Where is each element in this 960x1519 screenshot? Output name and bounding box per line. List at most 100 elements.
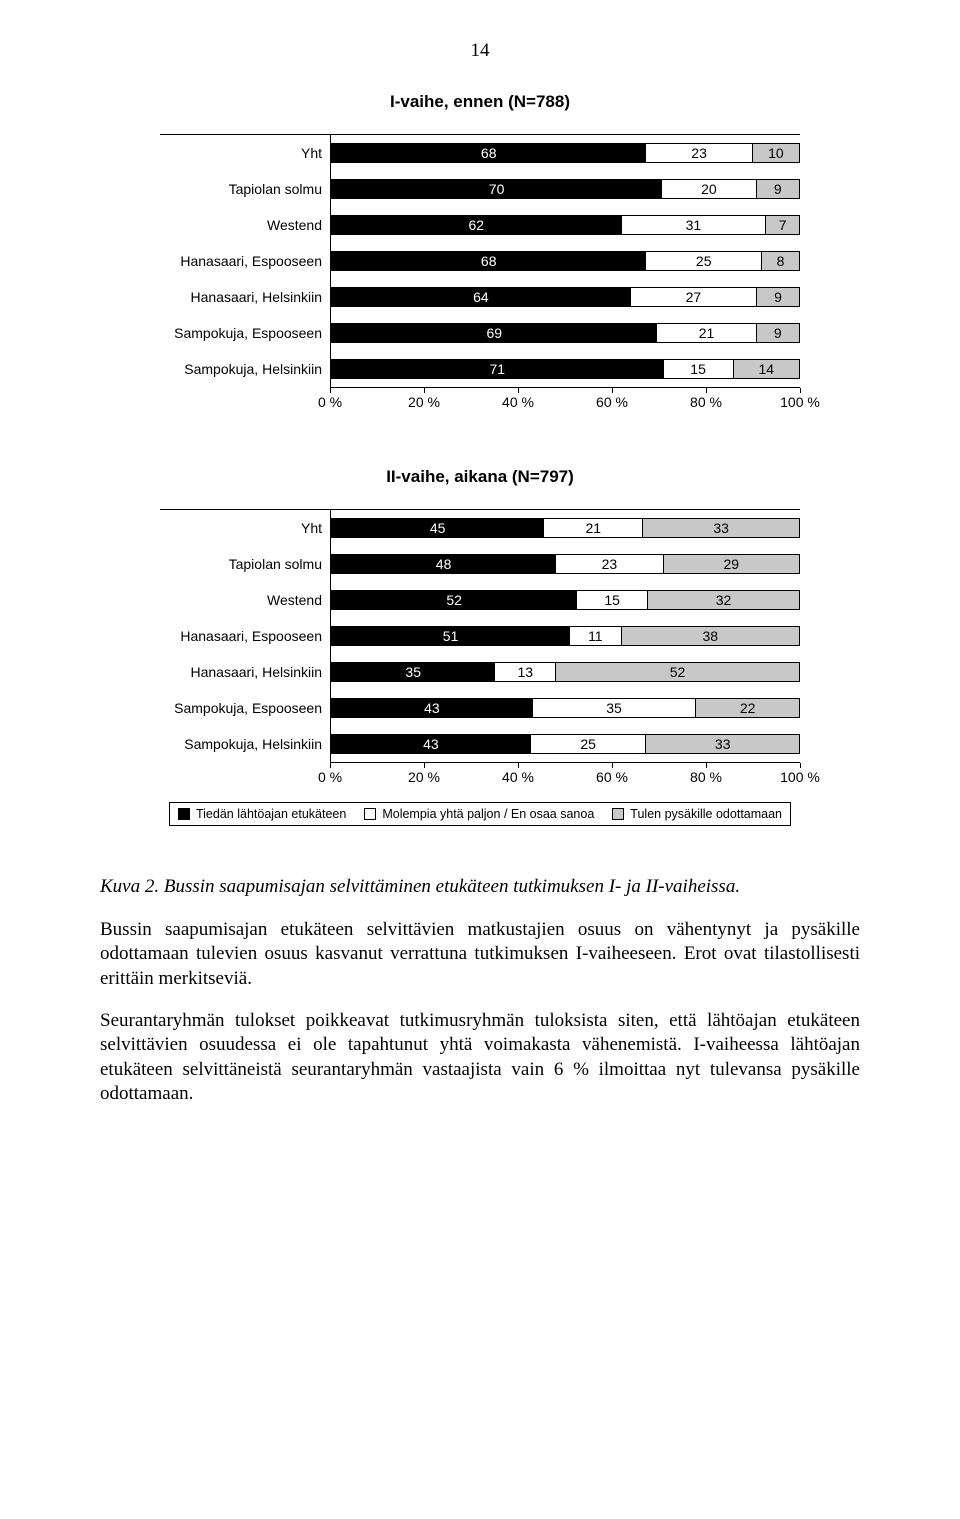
chart-row: Sampokuja, Espooseen69219 (160, 315, 800, 351)
row-label: Sampokuja, Espooseen (160, 325, 330, 341)
bar-track: 69219 (330, 315, 800, 351)
chart-title: I-vaihe, ennen (N=788) (160, 92, 800, 112)
bar-segment: 22 (696, 699, 799, 717)
figure-caption: Kuva 2. Bussin saapumisajan selvittämine… (100, 876, 860, 898)
axis-label: 60 % (596, 769, 628, 785)
bar-segments: 351352 (331, 662, 800, 682)
bar-segment: 10 (753, 144, 799, 162)
bar-segment: 38 (622, 627, 799, 645)
bar-segment: 15 (664, 360, 734, 378)
axis-tick (612, 388, 613, 393)
chart-rows: Yht452133Tapiolan solmu482329Westend5215… (160, 509, 800, 762)
bar-segment: 14 (734, 360, 799, 378)
chart-row: Hanasaari, Helsinkiin351352 (160, 654, 800, 690)
bar-segments: 711514 (331, 359, 800, 379)
axis-tick (612, 763, 613, 768)
axis-label: 20 % (408, 394, 440, 410)
bar-track: 70209 (330, 171, 800, 207)
legend-label: Molempia yhtä paljon / En osaa sanoa (382, 807, 594, 821)
axis-tick (518, 388, 519, 393)
bar-segment: 25 (531, 735, 647, 753)
bar-segments: 68258 (331, 251, 800, 271)
body-paragraph: Bussin saapumisajan etukäteen selvittävi… (100, 918, 860, 991)
axis-tick (424, 388, 425, 393)
chart-x-axis: 0 %20 %40 %60 %80 %100 % (160, 762, 800, 792)
chart-row: Hanasaari, Helsinkiin64279 (160, 279, 800, 315)
bar-segment: 70 (332, 180, 662, 198)
bar-segment: 9 (757, 288, 799, 306)
chart-row: Sampokuja, Helsinkiin711514 (160, 351, 800, 387)
chart-row: Sampokuja, Espooseen433522 (160, 690, 800, 726)
bar-segment: 29 (664, 555, 799, 573)
bar-segment: 45 (332, 519, 544, 537)
axis-tick (706, 388, 707, 393)
bar-segment: 8 (762, 252, 799, 270)
bar-segments: 432533 (331, 734, 800, 754)
row-label: Hanasaari, Espooseen (160, 628, 330, 644)
bar-segment: 11 (570, 627, 621, 645)
bar-segment: 35 (533, 699, 696, 717)
bar-segment: 32 (648, 591, 799, 609)
chart-phase-1: I-vaihe, ennen (N=788) Yht682310 Tapiolan… (160, 92, 800, 417)
axis-tick (800, 388, 801, 393)
bar-segment: 9 (757, 324, 799, 342)
row-label: Sampokuja, Espooseen (160, 700, 330, 716)
bar-track: 482329 (330, 546, 800, 582)
bar-segments: 64279 (331, 287, 800, 307)
axis-label: 80 % (690, 394, 722, 410)
chart-row: Hanasaari, Espooseen511138 (160, 618, 800, 654)
bar-segment: 68 (332, 144, 646, 162)
bar-segment: 51 (332, 627, 570, 645)
page: 14 I-vaihe, ennen (N=788) Yht682310Tapio… (0, 0, 960, 1184)
axis-label: 100 % (780, 769, 820, 785)
legend-label: Tiedän lähtöajan etukäteen (196, 807, 346, 821)
bar-segment: 20 (662, 180, 756, 198)
row-label: Tapiolan solmu (160, 556, 330, 572)
row-label: Hanasaari, Espooseen (160, 253, 330, 269)
bar-track: 711514 (330, 351, 800, 387)
axis-tick (518, 763, 519, 768)
bar-segment: 13 (495, 663, 556, 681)
bar-segment: 25 (646, 252, 762, 270)
legend-label: Tulen pysäkille odottamaan (630, 807, 782, 821)
axis-tick (330, 763, 331, 768)
bar-segments: 70209 (331, 179, 800, 199)
bar-segments: 452133 (331, 518, 800, 538)
row-label: Yht (160, 145, 330, 161)
axis-label: 80 % (690, 769, 722, 785)
axis-tick (706, 763, 707, 768)
axis-label: 0 % (318, 394, 342, 410)
chart-legend: Tiedän lähtöajan etukäteen Molempia yhtä … (169, 802, 791, 826)
row-label: Yht (160, 520, 330, 536)
bar-track: 433522 (330, 690, 800, 726)
axis-label: 40 % (502, 769, 534, 785)
axis-label: 60 % (596, 394, 628, 410)
row-label: Westend (160, 217, 330, 233)
axis-label: 40 % (502, 394, 534, 410)
axis-label: 0 % (318, 769, 342, 785)
axis-label: 100 % (780, 394, 820, 410)
bar-segment: 33 (646, 735, 799, 753)
bar-segment: 27 (631, 288, 757, 306)
chart-row: Sampokuja, Helsinkiin432533 (160, 726, 800, 762)
bar-segment: 64 (332, 288, 631, 306)
bar-segment: 52 (332, 591, 577, 609)
legend-swatch (178, 808, 190, 820)
bar-segment: 21 (544, 519, 643, 537)
bar-segments: 511138 (331, 626, 800, 646)
bar-segments: 482329 (331, 554, 800, 574)
chart-row: Westend62317 (160, 207, 800, 243)
row-label: Hanasaari, Helsinkiin (160, 664, 330, 680)
bar-segment: 7 (766, 216, 799, 234)
bar-segment: 31 (622, 216, 767, 234)
bar-track: 521532 (330, 582, 800, 618)
bar-segment: 52 (556, 663, 799, 681)
bar-segment: 48 (332, 555, 556, 573)
row-label: Tapiolan solmu (160, 181, 330, 197)
bar-track: 351352 (330, 654, 800, 690)
bar-segment: 43 (332, 735, 531, 753)
bar-segment: 9 (757, 180, 799, 198)
bar-segments: 69219 (331, 323, 800, 343)
bar-segments: 682310 (331, 143, 800, 163)
bar-segment: 23 (646, 144, 752, 162)
